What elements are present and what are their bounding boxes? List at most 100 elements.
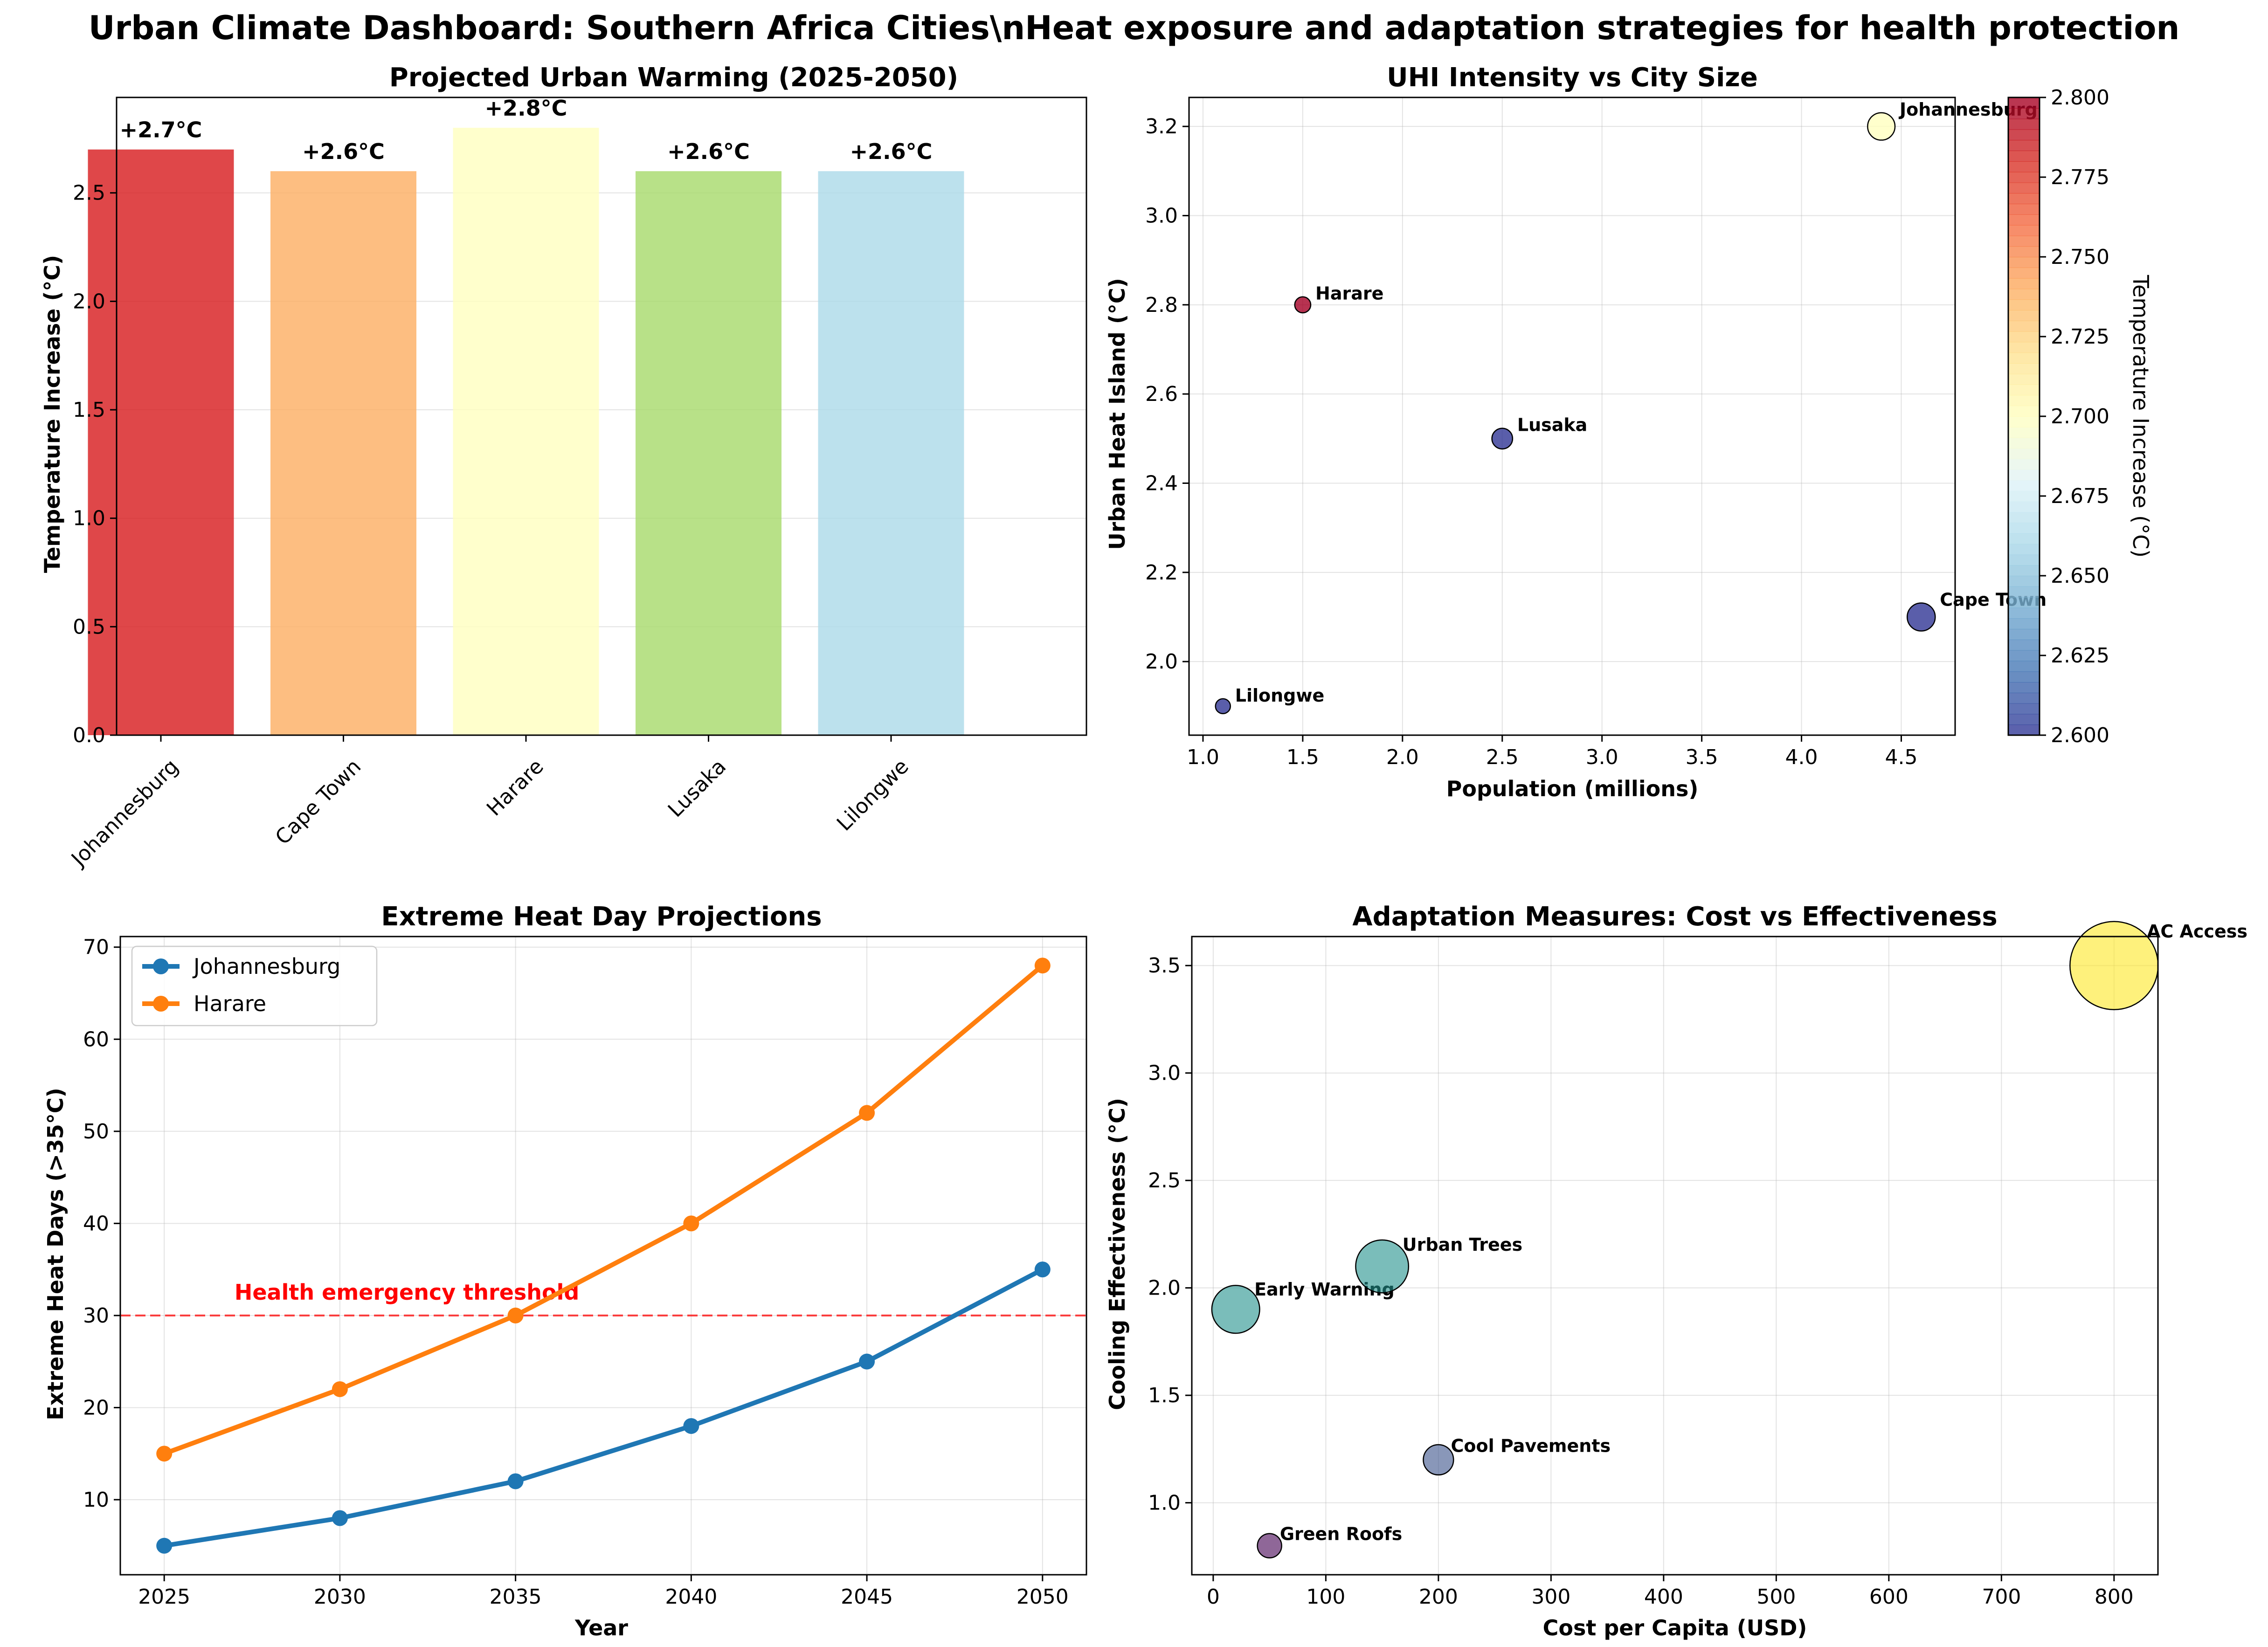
warming-bar-value-label: +2.8°C xyxy=(485,96,567,121)
uhi-colorbar-segment xyxy=(2008,267,2040,279)
uhi-colorbar-segment xyxy=(2008,692,2040,704)
heat-days-point-johannesburg xyxy=(332,1510,348,1526)
uhi-colorbar-segment xyxy=(2008,650,2040,662)
heat-days-point-johannesburg xyxy=(859,1353,875,1370)
uhi-colorbar-segment xyxy=(2008,565,2040,576)
uhi-colorbar-segment xyxy=(2008,246,2040,257)
adaptation-xtick-label: 0 xyxy=(1207,1585,1220,1609)
adaptation-xtick-label: 200 xyxy=(1419,1585,1458,1609)
uhi-colorbar-segment xyxy=(2008,363,2040,374)
uhi-colorbar-segment xyxy=(2008,576,2040,587)
warming-bar-panel: Projected Urban Warming (2025-2050) Temp… xyxy=(40,62,1087,872)
uhi-ytick-label: 3.0 xyxy=(1145,204,1178,228)
heat-days-line-harare xyxy=(163,964,1044,1456)
warming-bar-xtick-label: Lilongwe xyxy=(832,755,913,836)
adaptation-scatter-ylabel: Cooling Effectiveness (°C) xyxy=(1105,1098,1130,1410)
adaptation-ytick-label: 2.5 xyxy=(1148,1169,1181,1192)
adaptation-point-urban-trees xyxy=(1355,1239,1410,1294)
uhi-colorbar-segment xyxy=(2008,682,2040,693)
uhi-colorbar-segment xyxy=(2008,724,2040,736)
uhi-colorbar-segment xyxy=(2008,310,2040,321)
uhi-colorbar-tick-label: 2.725 xyxy=(2051,325,2109,349)
uhi-colorbar-tick-label: 2.675 xyxy=(2051,484,2109,508)
uhi-colorbar-segment xyxy=(2008,661,2040,672)
uhi-colorbar-segment xyxy=(2008,671,2040,682)
uhi-ytick-label: 3.2 xyxy=(1145,115,1178,138)
uhi-colorbar-segment xyxy=(2008,352,2040,364)
uhi-scatter-xlabel: Population (millions) xyxy=(1446,776,1699,801)
uhi-colorbar-segment xyxy=(2008,342,2040,353)
uhi-colorbar-segment xyxy=(2008,629,2040,640)
adaptation-point-early-warning xyxy=(1211,1285,1260,1334)
uhi-scatter-frame xyxy=(1188,96,1956,736)
uhi-point-johannesburg xyxy=(1867,112,1896,141)
uhi-colorbar-segment xyxy=(2008,406,2040,417)
adaptation-point-label: Green Roofs xyxy=(1280,1524,1402,1544)
uhi-colorbar-segment xyxy=(2008,299,2040,310)
adaptation-point-cool-pavements xyxy=(1423,1444,1454,1476)
adaptation-scatter-xlabel: Cost per Capita (USD) xyxy=(1543,1615,1807,1640)
adaptation-point-label: Cool Pavements xyxy=(1451,1436,1611,1456)
uhi-colorbar-segment xyxy=(2008,607,2040,619)
warming-bar-harare xyxy=(453,128,599,736)
heat-days-legend-box xyxy=(131,945,378,1027)
uhi-colorbar-segment xyxy=(2008,395,2040,407)
uhi-xtick-label: 2.5 xyxy=(1486,745,1519,769)
uhi-point-label: Harare xyxy=(1315,283,1383,304)
warming-bar-lusaka xyxy=(636,171,781,735)
heat-days-frame xyxy=(119,936,1087,1576)
warming-bar-ytick-label: 0.0 xyxy=(73,724,105,747)
adaptation-ytick-label: 1.0 xyxy=(1148,1491,1181,1515)
warming-bar-xtick-label: Lusaka xyxy=(664,755,731,822)
uhi-colorbar-segment xyxy=(2008,161,2040,172)
uhi-colorbar-segment xyxy=(2008,703,2040,715)
heat-days-panel: Extreme Heat Day Projections Year Extrem… xyxy=(43,902,1087,1640)
heat-days-point-johannesburg xyxy=(507,1473,524,1489)
heat-days-point-harare xyxy=(507,1307,524,1323)
heat-days-point-harare xyxy=(156,1446,173,1462)
uhi-colorbar-segment xyxy=(2008,469,2040,481)
uhi-colorbar-segment xyxy=(2008,416,2040,427)
warming-bar-ytick-label: 2.5 xyxy=(73,181,105,205)
uhi-colorbar-segment xyxy=(2008,182,2040,194)
uhi-colorbar-tick-label: 2.750 xyxy=(2051,245,2109,269)
adaptation-scatter-panel: Adaptation Measures: Cost vs Effectivene… xyxy=(1105,902,2247,1640)
warming-bar-xtick-label: Harare xyxy=(482,755,548,821)
uhi-colorbar-segment xyxy=(2008,172,2040,183)
health-threshold-label: Health emergency threshold xyxy=(235,1280,579,1305)
warming-bar-ylabel: Temperature Increase (°C) xyxy=(40,255,65,573)
uhi-colorbar: 2.600 2.625 2.650 2.675 2.700 2.725 2.750 2.775… xyxy=(2007,86,2109,747)
uhi-point-label: Lilongwe xyxy=(1235,685,1325,706)
uhi-xtick-label: 4.0 xyxy=(1785,745,1818,769)
warming-bar-value-label: +2.6°C xyxy=(850,139,933,164)
warming-bar-ytick-label: 0.5 xyxy=(73,615,105,639)
heat-days-ytick-label: 10 xyxy=(83,1488,109,1512)
heat-days-xtick-label: 2030 xyxy=(314,1585,366,1609)
uhi-scatter-ylabel: Urban Heat Island (°C) xyxy=(1105,278,1130,550)
uhi-colorbar-segment xyxy=(2008,373,2040,385)
heat-days-point-harare xyxy=(683,1215,699,1232)
uhi-colorbar-segment xyxy=(2008,204,2040,215)
adaptation-xtick-label: 600 xyxy=(1869,1585,1908,1609)
warming-bar-ytick-label: 1.0 xyxy=(73,507,105,531)
legend-swatch-marker xyxy=(153,996,169,1012)
uhi-colorbar-segment xyxy=(2008,384,2040,396)
warming-bar-cape-town xyxy=(270,171,416,735)
uhi-ytick-label: 2.4 xyxy=(1145,471,1178,495)
heat-days-title: Extreme Heat Day Projections xyxy=(381,902,822,932)
uhi-xtick-label: 2.0 xyxy=(1386,745,1419,769)
uhi-colorbar-segment xyxy=(2008,459,2040,470)
uhi-xtick-label: 1.0 xyxy=(1187,745,1219,769)
warming-bar-value-label: +2.6°C xyxy=(302,139,385,164)
uhi-colorbar-segment xyxy=(2008,257,2040,268)
heat-days-xtick-label: 2035 xyxy=(490,1585,542,1609)
uhi-xtick-label: 3.5 xyxy=(1686,745,1718,769)
adaptation-ytick-label: 3.0 xyxy=(1148,1061,1181,1085)
uhi-colorbar-segment xyxy=(2008,289,2040,300)
adaptation-point-label: Urban Trees xyxy=(1403,1234,1522,1255)
uhi-scatter-panel: UHI Intensity vs City Size Population (m… xyxy=(1105,62,2153,801)
uhi-colorbar-segment xyxy=(2008,140,2040,151)
heat-days-xlabel: Year xyxy=(574,1615,628,1640)
adaptation-xtick-label: 400 xyxy=(1644,1585,1683,1609)
uhi-point-lusaka xyxy=(1491,427,1514,450)
